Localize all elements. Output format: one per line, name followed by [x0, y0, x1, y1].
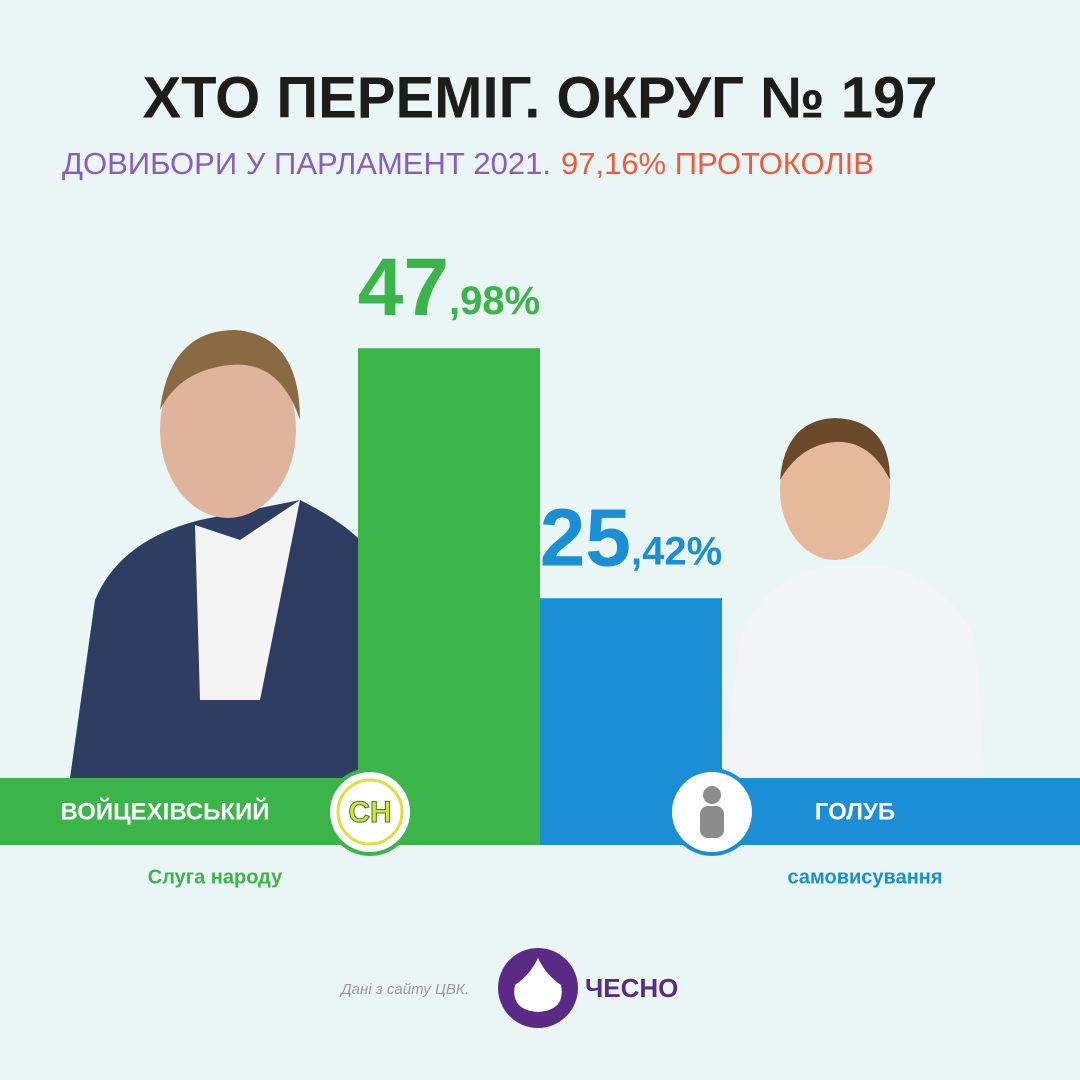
value-label: 25,42%: [540, 492, 722, 583]
bar: [358, 348, 540, 845]
value-label-decimals: ,98%: [449, 279, 540, 323]
photo-right: [722, 418, 985, 778]
subtitle: ДОВИБОРИ У ПАРЛАМЕНТ 2021.: [62, 146, 551, 181]
chart-subtitle: ДОВИБОРИ У ПАРЛАМЕНТ 2021. 97,16% ПРОТОКО…: [62, 146, 874, 181]
badge-right: [668, 768, 756, 856]
subtitle-highlight: 97,16% ПРОТОКОЛІВ: [561, 146, 874, 181]
logo-mark: [498, 948, 578, 1028]
candidate-name: ВОЙЦЕХІВСЬКИЙ: [60, 797, 269, 825]
party-name: Слуга народу: [148, 866, 283, 888]
value-label: 47,98%: [358, 242, 540, 333]
value-label-decimals: ,42%: [631, 529, 722, 573]
party-name: самовисування: [787, 866, 942, 888]
name-strip: [722, 778, 1080, 845]
badge-left-inner: [336, 778, 404, 846]
photo-left: [70, 330, 360, 778]
source: Дані з сайту ЦВК.: [339, 981, 469, 998]
candidate-name: ГОЛУБ: [815, 798, 895, 825]
logo-text: ЧЕСНО: [585, 973, 678, 1003]
party-badge: СН: [348, 796, 391, 829]
value-label-main: 25: [540, 492, 631, 583]
value-label-main: 47: [358, 242, 449, 333]
chart-title: ХТО ПЕРЕМІГ. ОКРУГ № 197: [143, 65, 938, 130]
